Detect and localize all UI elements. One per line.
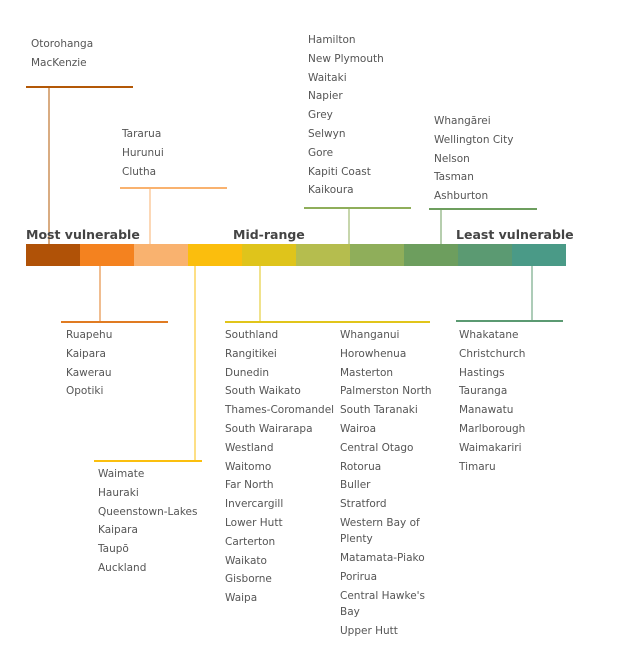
region-name: Whangārei — [434, 115, 491, 127]
region-name: Westland — [225, 441, 274, 454]
region-name: Gore — [308, 146, 334, 159]
scale-segment — [512, 244, 566, 266]
region-name: Palmerston North — [340, 385, 432, 398]
scale-label: Mid-range — [233, 227, 305, 242]
region-name: Ruapehu — [66, 329, 113, 341]
region-name: Kawerau — [66, 366, 112, 379]
region-name: Waitomo — [225, 460, 272, 473]
region-name: Rotorua — [340, 460, 382, 473]
region-name: Lower Hutt — [225, 517, 283, 529]
region-name: Rangitikei — [225, 347, 277, 360]
region-name: Hamilton — [308, 34, 356, 46]
region-name: Ashburton — [434, 190, 489, 203]
region-name: Christchurch — [459, 347, 526, 360]
scale-segment — [350, 244, 404, 266]
region-name: Central Hawke's Bay — [340, 589, 426, 618]
region-name: Tauranga — [459, 385, 508, 398]
scale-segment — [242, 244, 296, 266]
region-name: Whanganui — [340, 329, 400, 341]
region-name: Wellington City — [434, 133, 514, 146]
scale-segment — [26, 244, 80, 266]
scale-segment — [134, 244, 188, 266]
region-name: MacKenzie — [31, 56, 87, 69]
region-name: Matamata-Piako — [340, 552, 425, 564]
region-name: Selwyn — [308, 128, 346, 140]
region-name: Waimakariri — [459, 441, 522, 454]
region-name: Queenstown-Lakes — [98, 505, 198, 518]
region-name: Kapiti Coast — [308, 165, 371, 178]
region-name: Marlborough — [459, 423, 526, 435]
region-name: Tasman — [434, 171, 474, 184]
region-name: Wairoa — [340, 423, 377, 435]
region-name: Thames-Coromandel — [225, 404, 335, 417]
region-name: Stratford — [340, 498, 387, 511]
region-name: Taupō — [98, 543, 129, 556]
scale-segment — [458, 244, 512, 266]
scale-segment — [80, 244, 134, 266]
region-name: Buller — [340, 479, 371, 492]
region-name: Masterton — [340, 366, 394, 379]
region-name: Central Otago — [340, 441, 414, 454]
region-name: Nelson — [434, 152, 470, 165]
region-name: Hauraki — [98, 486, 139, 499]
scale-label: Least vulnerable — [456, 227, 574, 242]
scale-segment — [296, 244, 350, 266]
region-name: South Waikato — [225, 385, 301, 398]
region-name: Manawatu — [459, 404, 514, 417]
region-name: Waitaki — [308, 71, 347, 84]
region-name: Waikato — [225, 554, 267, 567]
region-name: Clutha — [122, 165, 157, 178]
scale-label: Most vulnerable — [26, 227, 140, 242]
region-name: Carterton — [225, 535, 276, 548]
region-name: Waipa — [225, 592, 258, 605]
scale-segment — [404, 244, 458, 266]
region-name: Napier — [308, 90, 343, 103]
region-name: Far North — [225, 479, 274, 492]
region-name: Invercargill — [225, 498, 284, 511]
region-name: Timaru — [459, 460, 496, 473]
region-name: Tararua — [122, 128, 162, 140]
region-name: Hastings — [459, 366, 505, 379]
region-name: Dunedin — [225, 366, 270, 379]
region-name: Opotiki — [66, 385, 104, 398]
region-name: Hurunui — [122, 146, 164, 159]
region-name: Porirua — [340, 570, 378, 583]
region-name: Kaikoura — [308, 184, 354, 197]
scale-segment — [188, 244, 242, 266]
region-name: South Wairarapa — [225, 423, 313, 435]
region-name: Upper Hutt — [340, 624, 398, 637]
region-name: Waimate — [98, 468, 145, 480]
region-name: Western Bay of Plenty — [340, 517, 420, 545]
region-name: Southland — [225, 329, 279, 341]
region-name: Grey — [308, 109, 333, 122]
region-name: South Taranaki — [340, 404, 418, 417]
region-name: Kaipara — [66, 347, 106, 360]
region-name: New Plymouth — [308, 52, 384, 65]
region-name: Whakatane — [459, 329, 519, 341]
region-name: Auckland — [98, 562, 147, 574]
region-name: Horowhenua — [340, 347, 407, 360]
region-name: Kaipara — [98, 524, 138, 537]
region-name: Gisborne — [225, 573, 272, 586]
region-name: Otorohanga — [31, 38, 94, 50]
